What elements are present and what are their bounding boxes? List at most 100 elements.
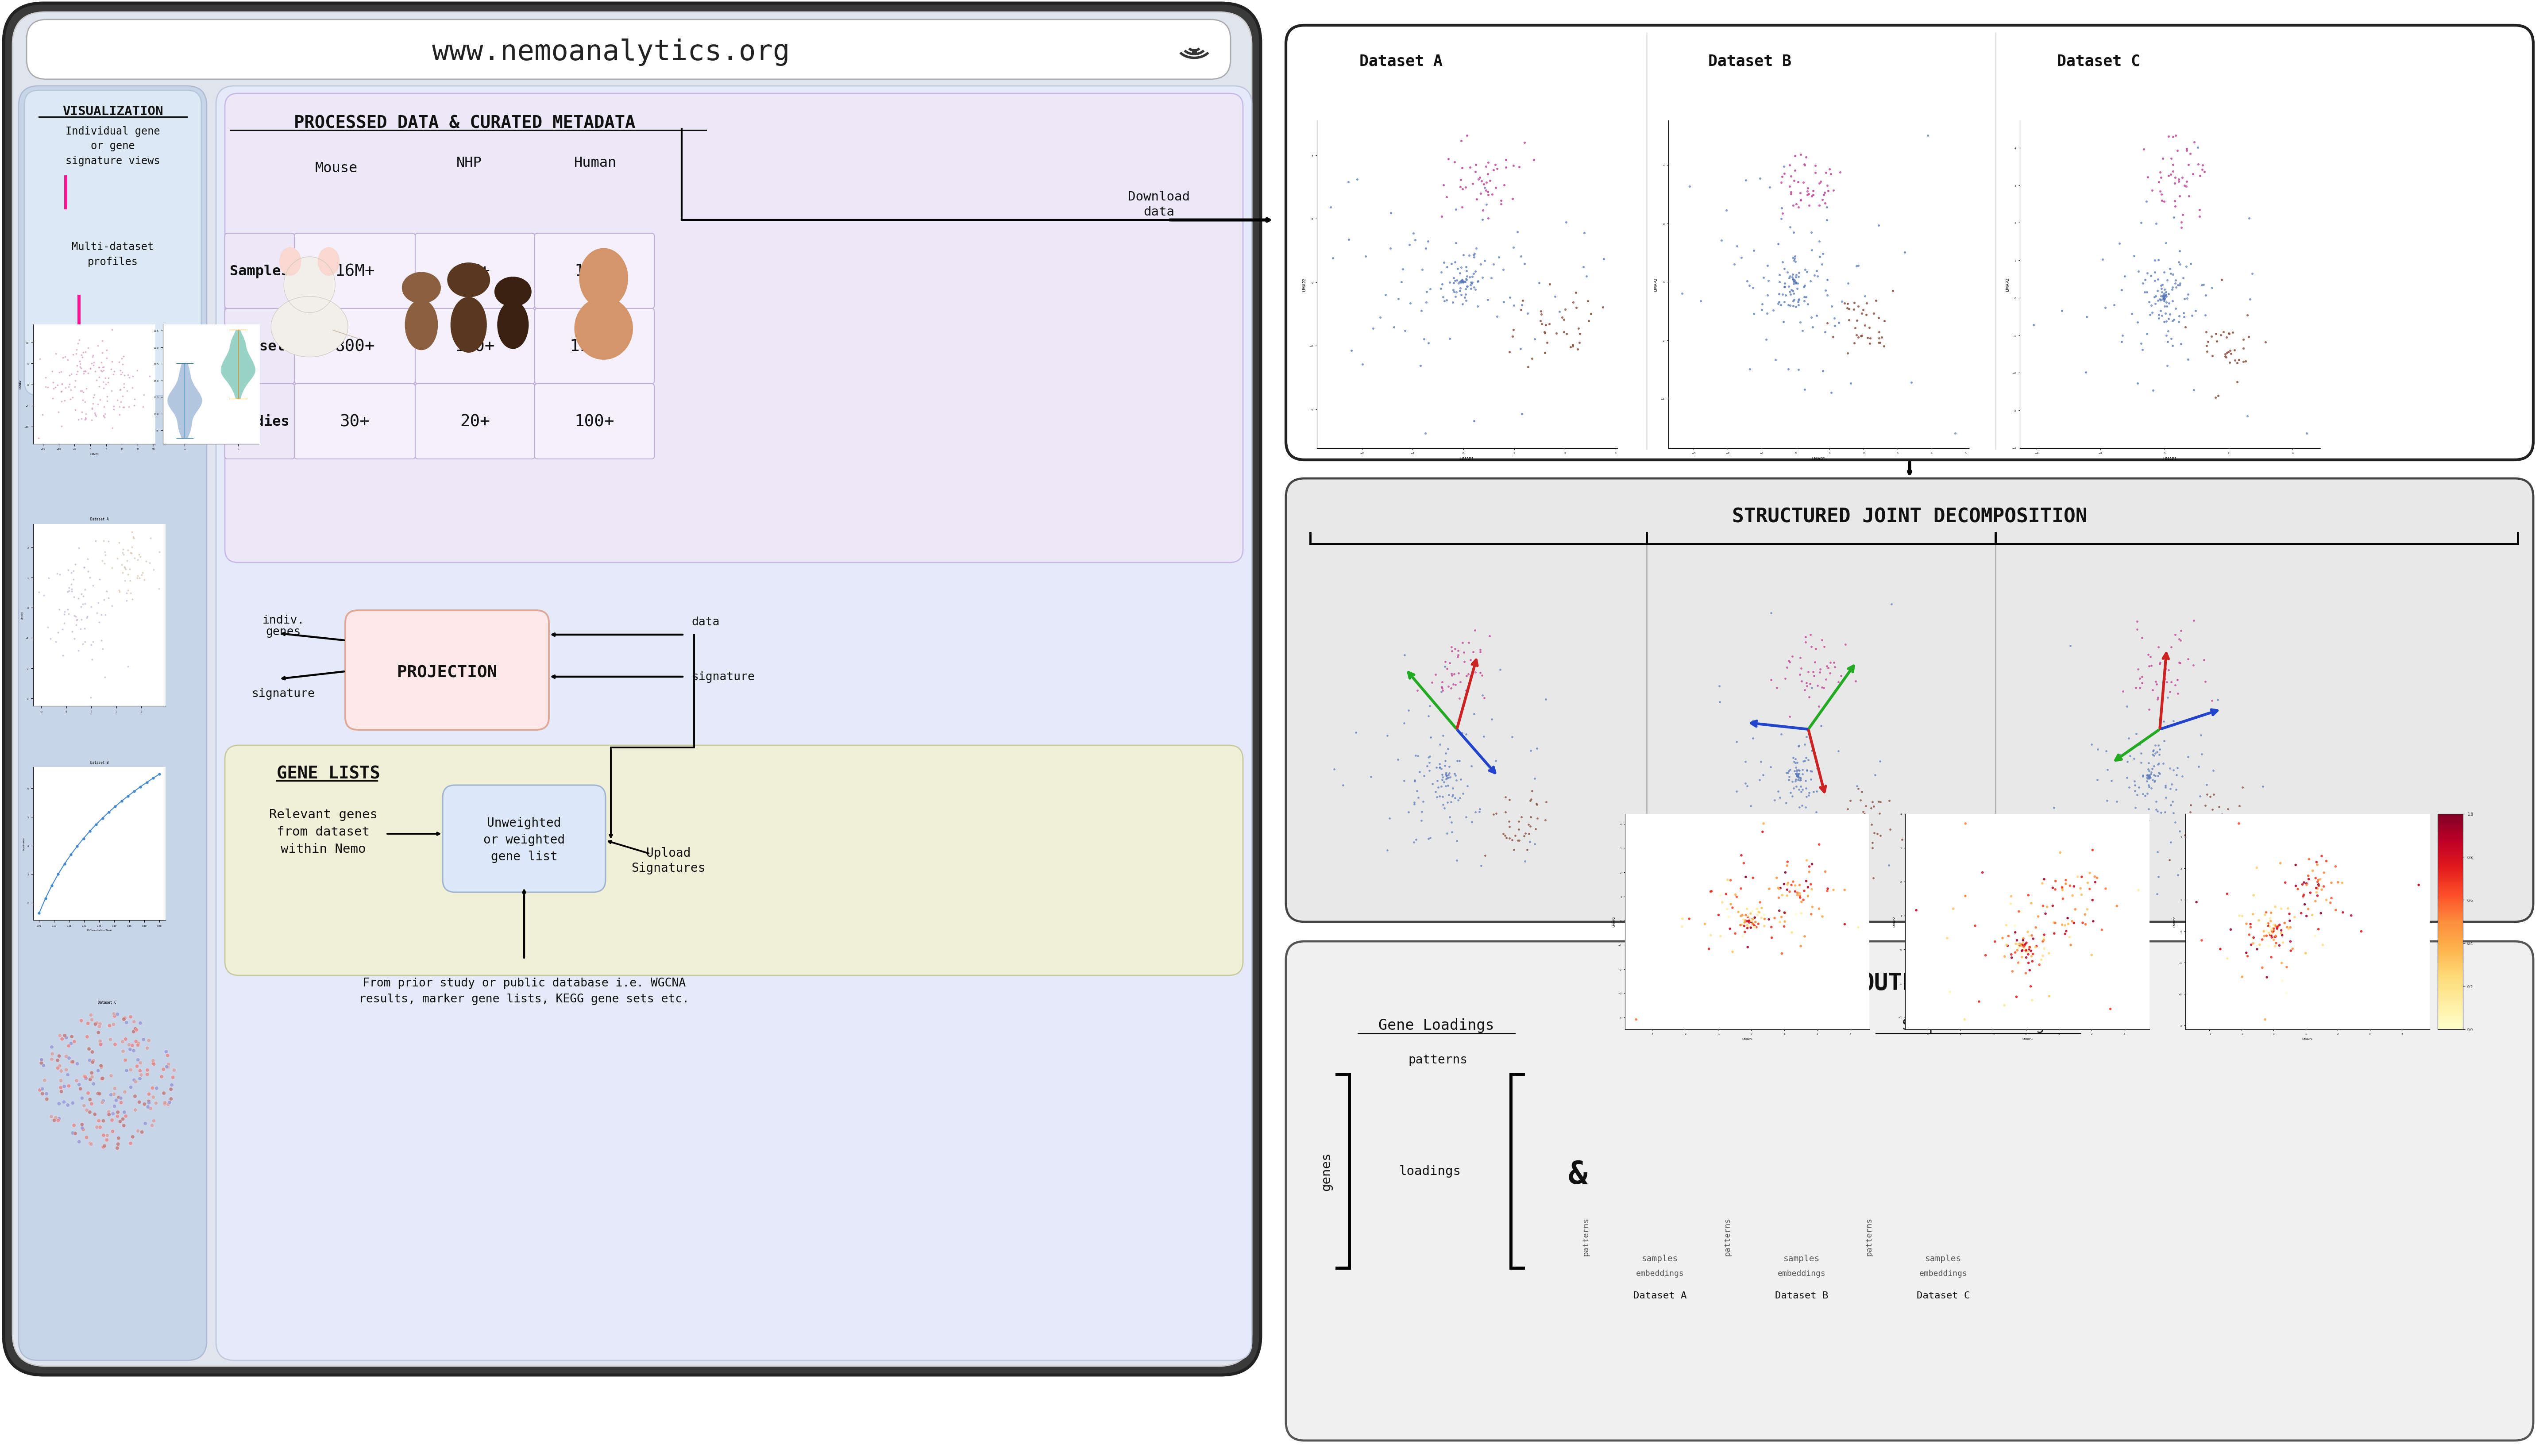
- Point: [1829, 789, 1869, 812]
- Point: [2160, 651, 2201, 674]
- Point: [1791, 767, 1831, 791]
- Point: [1834, 332, 1875, 355]
- Point: [1408, 826, 1449, 849]
- Point: [1485, 824, 1526, 847]
- Point: [2241, 957, 2282, 980]
- Point: [79, 568, 120, 591]
- Point: [2091, 769, 2132, 792]
- Point: [74, 386, 115, 409]
- X-axis label: UMAP1: UMAP1: [2022, 1038, 2033, 1040]
- Point: [1773, 272, 1813, 296]
- Point: [117, 360, 158, 383]
- Point: [1791, 807, 1831, 830]
- Point: [1378, 748, 1419, 772]
- Point: [64, 341, 104, 364]
- Point: [56, 613, 97, 636]
- Point: [1984, 945, 2025, 968]
- Point: [1408, 332, 1449, 355]
- Point: [1475, 176, 1515, 199]
- Point: [2071, 862, 2111, 885]
- Point: [2147, 686, 2188, 709]
- Point: [48, 348, 89, 371]
- Point: [1813, 179, 1854, 202]
- Point: [99, 1086, 140, 1109]
- Point: [1852, 796, 1892, 820]
- Point: [2127, 766, 2167, 789]
- Point: [1791, 760, 1831, 783]
- Point: [102, 396, 143, 419]
- Point: [71, 1008, 112, 1031]
- Point: [2124, 785, 2165, 808]
- Point: [1510, 788, 1551, 811]
- Point: [1424, 285, 1465, 309]
- Point: [92, 380, 132, 403]
- Point: [2145, 729, 2185, 753]
- Point: [138, 577, 178, 600]
- Point: [92, 319, 132, 342]
- Point: [115, 1010, 155, 1034]
- Point: [1437, 769, 1477, 792]
- Point: [2010, 925, 2050, 948]
- Point: [1785, 725, 1826, 748]
- Point: [1434, 761, 1475, 785]
- Point: [92, 1120, 132, 1143]
- Text: patterns: patterns: [1582, 1217, 1589, 1257]
- Point: [1992, 946, 2033, 970]
- Point: [2213, 339, 2254, 363]
- Text: Dataset B: Dataset B: [1775, 1291, 1829, 1300]
- Point: [1373, 316, 1414, 339]
- Point: [1735, 239, 1775, 262]
- Point: [1447, 722, 1487, 745]
- Point: [2290, 847, 2331, 871]
- Point: [74, 360, 115, 383]
- Point: [1747, 255, 1788, 278]
- Point: [1419, 776, 1459, 799]
- Point: [2081, 919, 2122, 942]
- Point: [1564, 221, 1605, 245]
- Point: [2139, 166, 2180, 189]
- Point: [1424, 290, 1465, 313]
- Point: [1844, 801, 1885, 824]
- Point: [2114, 773, 2155, 796]
- Point: [51, 363, 92, 386]
- Point: [2269, 939, 2310, 962]
- Point: [2048, 907, 2089, 930]
- Point: [1849, 328, 1890, 351]
- X-axis label: UMAP1: UMAP1: [2162, 457, 2178, 460]
- Point: [1742, 763, 1783, 786]
- Point: [2203, 320, 2244, 344]
- Point: [107, 364, 148, 387]
- Point: [87, 579, 127, 603]
- Point: [1442, 271, 1482, 294]
- Point: [2165, 175, 2206, 198]
- Point: [1931, 980, 1971, 1003]
- Point: [1467, 183, 1508, 207]
- Text: VISUALIZATION: VISUALIZATION: [64, 105, 163, 118]
- Point: [1824, 913, 1864, 936]
- Point: [2145, 278, 2185, 301]
- Point: [1773, 863, 1813, 887]
- Point: [1490, 815, 1531, 839]
- Point: [1801, 170, 1841, 194]
- Point: [2285, 942, 2325, 965]
- Point: [1454, 278, 1495, 301]
- Circle shape: [402, 272, 441, 304]
- Point: [1959, 990, 1999, 1013]
- Point: [1765, 860, 1806, 884]
- Point: [1449, 156, 1490, 179]
- Point: [1859, 214, 1900, 237]
- Point: [2137, 865, 2178, 888]
- Point: [1785, 379, 1826, 402]
- Point: [25, 1088, 66, 1111]
- Point: [2252, 920, 2292, 943]
- Point: [2012, 927, 2053, 951]
- Point: [1729, 903, 1770, 926]
- Point: [61, 352, 102, 376]
- Point: [2114, 820, 2155, 843]
- Point: [2066, 903, 2106, 926]
- Point: [107, 1059, 148, 1082]
- Point: [2178, 135, 2218, 159]
- Point: [99, 403, 140, 427]
- Point: [2091, 997, 2132, 1021]
- Point: [1808, 661, 1849, 684]
